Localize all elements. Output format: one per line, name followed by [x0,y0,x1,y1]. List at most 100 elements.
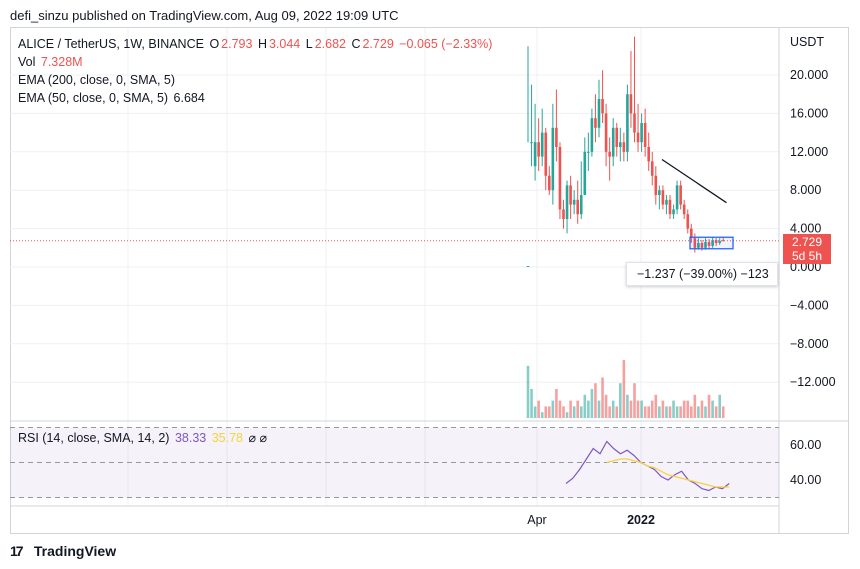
symbol-label[interactable]: ALICE / TetherUS, 1W, BINANCE [18,37,204,51]
volume-bar [679,406,682,418]
close-label: C [351,37,361,51]
ema200-label: EMA (200, close, 0, SMA, 5) [18,73,176,87]
volume-bar [601,377,604,418]
volume-bar [700,400,704,418]
candle-body [601,99,604,114]
volume-bar [647,406,650,418]
candle-body [533,142,537,167]
candle-body [693,238,697,248]
candle-body [608,151,611,157]
volume-bar [537,400,540,418]
open-label: O [209,37,220,51]
volume-bar [569,400,572,418]
volume-bar [658,406,661,418]
volume-bar [597,400,601,418]
volume-bar [629,400,633,418]
volume-bar [650,400,654,418]
candle-body [633,113,636,133]
volume-bar [576,400,579,418]
candle-body [711,240,714,246]
volume-bar [548,406,551,418]
candle-body [672,209,675,215]
candle-body [704,242,707,248]
volume-bar [697,406,700,418]
publisher-line: defi_sinzu published on TradingView.com,… [10,8,399,23]
candle-body [647,147,650,162]
price-axis-tick: 8.000 [790,183,821,197]
candle-body [569,185,572,205]
volume-bar [533,406,537,418]
candle-body [643,123,647,147]
chart-frame [10,27,849,534]
time-axis-tick: Apr [527,513,546,527]
candle-body [636,132,640,143]
high-label: H [257,37,267,51]
volume-label: Vol [18,55,36,69]
candle-body [629,94,633,114]
volume-bar [619,383,622,418]
candle-body [640,123,643,143]
candle-body [544,132,548,176]
volume-bar [665,406,668,418]
price-axis-unit: USDT [790,35,824,49]
rsi-axis-tick: 60.00 [790,438,821,452]
candle-body [558,147,562,210]
volume-bar [565,412,569,418]
volume-bar [672,400,675,418]
price-axis-tick: −4.000 [790,298,829,312]
volume-bar [572,406,576,418]
price-axis-tick: 16.000 [790,106,828,120]
range-box [689,236,734,250]
candle-body [697,243,700,248]
ema50-label: EMA (50, close, 0, SMA, 5) [18,91,169,105]
last-price-label: 2.729 5d 5h [783,234,831,264]
volume-bar [579,406,583,418]
candle-body [555,127,558,147]
low-label: L [305,37,313,51]
rsi-sma-line [606,458,730,488]
volume-bar [590,389,594,418]
volume-bar [555,389,558,418]
candle-body [718,241,721,243]
volume-bar [636,400,640,418]
candle-body [530,142,533,144]
volume-bar [661,400,665,418]
ema50-legend: EMA (50, close, 0, SMA, 5) 6.684 [18,91,207,105]
rsi-legend: RSI (14, close, SMA, 14, 2) 38.33 35.78 … [18,430,269,445]
candle-body [622,142,626,152]
candle-body [700,243,704,248]
candle-body [654,175,658,195]
volume-bar [626,394,629,418]
tradingview-brand: 17 TradingView [10,543,116,559]
volume-bar [594,383,597,418]
price-axis-tick: 4.000 [790,222,821,236]
candle-body [619,142,622,147]
volume-bar [686,400,690,418]
bar-countdown: 5d 5h [791,249,823,263]
candle-body [679,185,682,205]
price-axis-tick: 12.000 [790,145,828,159]
price-axis-tick: −8.000 [790,337,829,351]
candle-body [587,151,590,153]
open-value: 2.793 [221,37,253,51]
volume-bar [562,406,565,418]
candle-body [611,127,615,157]
volume-bar [643,406,647,418]
volume-bar [675,406,679,418]
volume-bar [583,394,587,418]
candle-body [548,175,551,191]
rsi-label: RSI (14, close, SMA, 14, 2) [18,431,170,445]
volume-bar [608,406,611,418]
candle-body [682,204,686,215]
candle-body [690,228,693,239]
price-axis-tick: −12.000 [790,375,836,389]
volume-bar [668,406,672,418]
candle-body [565,185,569,219]
volume-bar [682,400,686,418]
rsi-extra: ⌀ ⌀ [248,431,267,445]
candle-body [537,142,540,157]
candle-body [597,99,601,128]
candle-body [707,242,711,246]
ema50-line [661,158,727,204]
